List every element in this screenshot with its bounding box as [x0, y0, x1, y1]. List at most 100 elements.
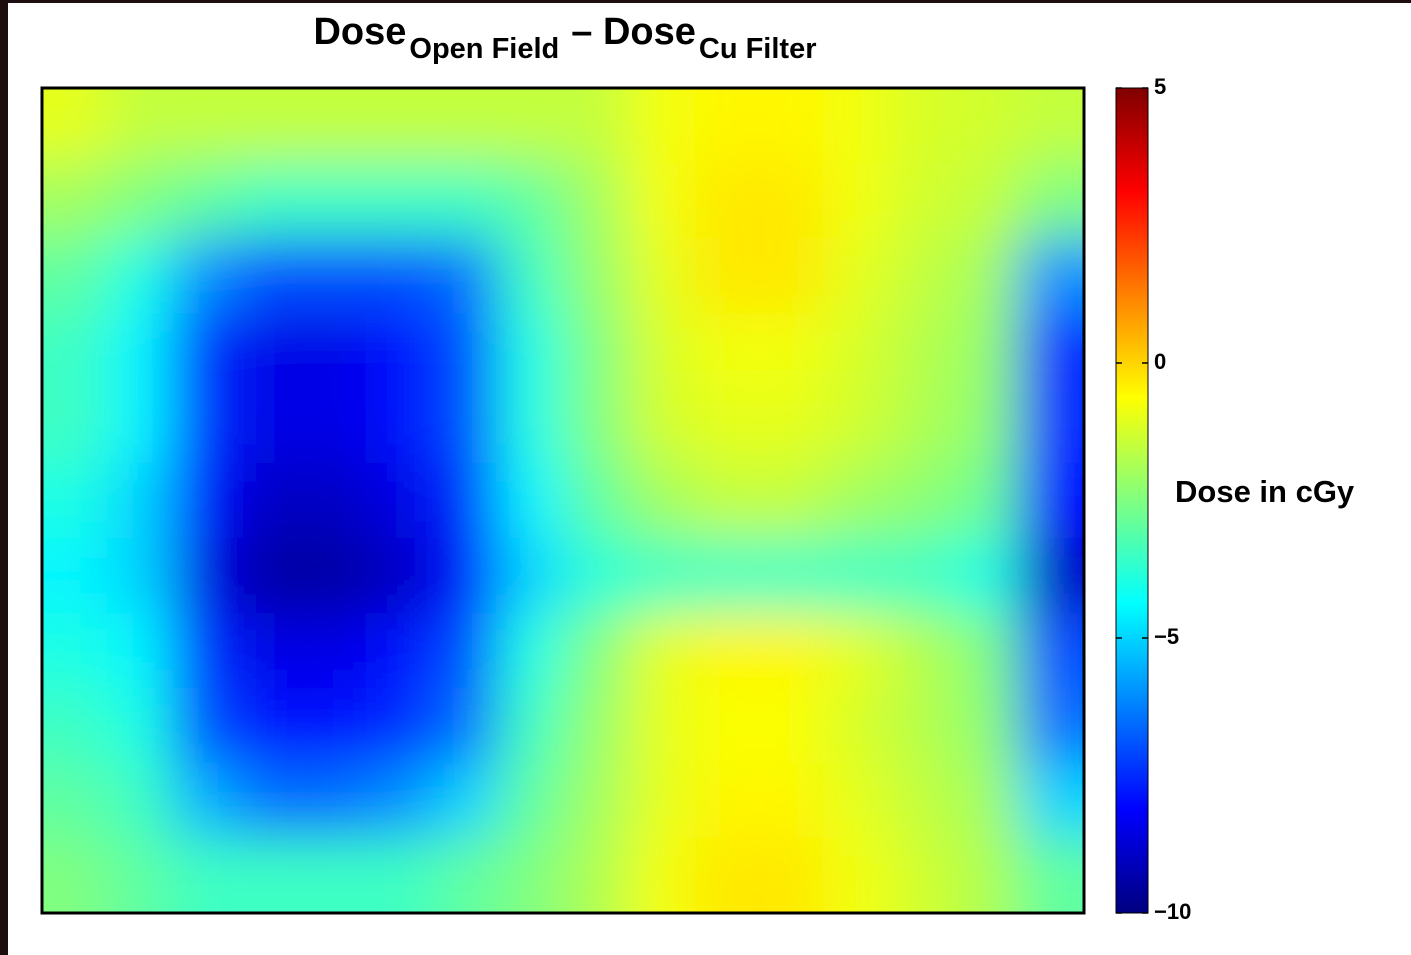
heatmap-cell — [563, 388, 629, 464]
heatmap-cell — [693, 838, 759, 913]
heatmap-cell — [302, 538, 369, 614]
heatmap-cell — [237, 88, 303, 164]
heatmap-cell — [497, 688, 564, 764]
heatmap-cell — [107, 763, 173, 839]
heatmap-cell — [172, 688, 238, 764]
heatmap-cell — [367, 313, 434, 389]
heatmap-cell — [302, 613, 369, 689]
heatmap-cell — [758, 313, 824, 389]
heatmap-cell — [497, 388, 564, 464]
heatmap-cell — [432, 538, 499, 614]
heatmap-cell — [1018, 88, 1084, 164]
heatmap-cell — [42, 613, 108, 689]
heatmap-cell — [628, 538, 694, 614]
heatmap-cell — [172, 613, 238, 689]
heatmap-cell — [888, 238, 955, 314]
heatmap-cell — [888, 538, 955, 614]
heatmap-cell — [1018, 313, 1084, 389]
heatmap-cell — [888, 688, 955, 764]
heatmap-cell — [628, 163, 694, 239]
heatmap-cell — [107, 463, 173, 539]
heatmap-cell — [888, 463, 955, 539]
heatmap-cell — [823, 463, 890, 539]
heatmap-cell — [693, 538, 759, 614]
heatmap-cell — [758, 763, 824, 839]
heatmap-cell — [172, 388, 238, 464]
heatmap-cell — [628, 88, 694, 164]
heatmap-cell — [367, 763, 434, 839]
title-subscript: Cu Filter — [699, 33, 817, 65]
heatmap-cell — [497, 88, 564, 164]
heatmap-cell — [693, 763, 759, 839]
heatmap-cell — [563, 163, 629, 239]
colorbar — [1115, 87, 1149, 914]
heatmap-cell — [367, 88, 434, 164]
heatmap-cell — [888, 88, 955, 164]
heatmap-cell — [563, 763, 629, 839]
heatmap-cell — [888, 613, 955, 689]
heatmap-cell — [953, 463, 1020, 539]
heatmap-cell — [953, 388, 1020, 464]
heatmap-cell — [563, 313, 629, 389]
heatmap-cell — [563, 538, 629, 614]
heatmap-cell — [823, 838, 890, 913]
heatmap-cell — [302, 88, 369, 164]
heatmap-cell — [237, 838, 303, 913]
heatmap-cell — [302, 838, 369, 913]
heatmap-cell — [888, 388, 955, 464]
heatmap-cell — [497, 163, 564, 239]
heatmap-cell — [823, 388, 890, 464]
heatmap-cell — [237, 463, 303, 539]
heatmap-cell — [237, 388, 303, 464]
plot-frame — [40, 86, 1086, 915]
heatmap-cell — [953, 838, 1020, 913]
heatmap-cell — [758, 538, 824, 614]
heatmap-cell — [497, 238, 564, 314]
title-subscript: Open Field — [409, 33, 559, 65]
heatmap-cell — [758, 463, 824, 539]
heatmap-cell — [1018, 763, 1084, 839]
heatmap-cell — [693, 388, 759, 464]
heatmap-cell — [628, 313, 694, 389]
heatmap-cell — [497, 613, 564, 689]
heatmap-cell — [628, 838, 694, 913]
heatmap-cell — [237, 763, 303, 839]
chart-title: Dose Open Field – Dose Cu Filter — [313, 11, 816, 65]
heatmap-cell — [432, 463, 499, 539]
heatmap-cell — [367, 538, 434, 614]
heatmap-cell — [758, 388, 824, 464]
heatmap-cell — [758, 838, 824, 913]
heatmap-cell — [42, 538, 108, 614]
heatmap-cell — [758, 688, 824, 764]
heatmap-cell — [367, 463, 434, 539]
heatmap-cell — [172, 163, 238, 239]
heatmap-cell — [823, 538, 890, 614]
heatmap-cell — [107, 238, 173, 314]
heatmap-cell — [367, 613, 434, 689]
heatmap-cell — [563, 88, 629, 164]
heatmap-cell — [758, 238, 824, 314]
heatmap-cell — [693, 238, 759, 314]
heatmap-cell — [432, 838, 499, 913]
heatmap-cell — [172, 238, 238, 314]
colorbar-tick-label: −5 — [1154, 624, 1179, 649]
heatmap-cell — [628, 238, 694, 314]
heatmap-cell — [302, 463, 369, 539]
title-part: – Dose — [571, 11, 696, 53]
heatmap-cell — [367, 688, 434, 764]
heatmap-cell — [628, 613, 694, 689]
heatmap-cell — [1018, 388, 1084, 464]
heatmap-cell — [497, 313, 564, 389]
heatmap-cell — [42, 763, 108, 839]
heatmap-cell — [432, 388, 499, 464]
heatmap-cell — [693, 313, 759, 389]
heatmap-cell — [693, 613, 759, 689]
heatmap-cell — [432, 613, 499, 689]
colorbar-tick-label: 0 — [1154, 349, 1166, 374]
heatmap-cell — [367, 838, 434, 913]
heatmap-cell — [563, 688, 629, 764]
heatmap-cell — [1018, 613, 1084, 689]
heatmap-cell — [107, 538, 173, 614]
